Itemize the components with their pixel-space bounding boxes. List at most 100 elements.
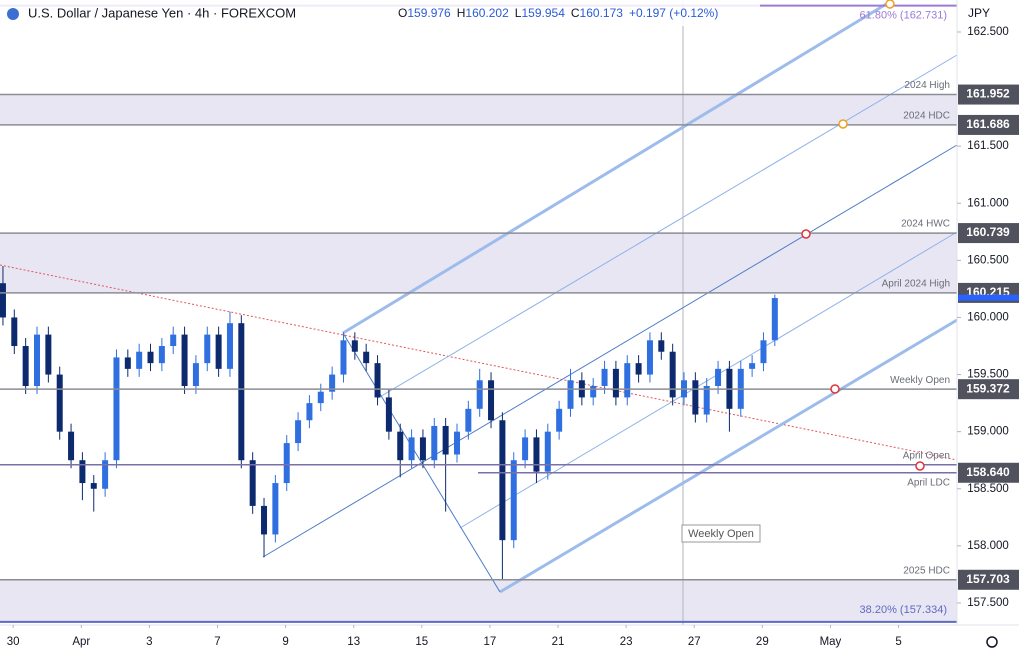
ohlc-change: +0.197 (+0.12%) — [629, 6, 718, 20]
markers — [801, 0, 925, 471]
ohlc-value: 160.173 — [580, 6, 624, 20]
candle-body — [408, 437, 415, 461]
candle-body — [295, 420, 302, 444]
candle-body — [510, 460, 517, 541]
candle-body — [79, 460, 86, 484]
candle-body — [476, 380, 483, 409]
candle-body — [45, 334, 52, 375]
marker — [885, 0, 895, 9]
marker — [801, 229, 811, 239]
candle-body — [0, 283, 6, 318]
ohlc-key: C — [571, 6, 580, 20]
candle-body — [215, 334, 222, 369]
candle-body — [760, 340, 767, 364]
ohlc-key: H — [457, 6, 466, 20]
currency: JPY — [968, 6, 990, 20]
x-tick-label: 17 — [484, 636, 497, 648]
y-tick-label: 159.500 — [967, 369, 1009, 381]
ohlc-value: 160.202 — [465, 6, 509, 20]
price-tag-label: 161.686 — [966, 117, 1010, 131]
candle-body — [329, 374, 336, 392]
y-tick-label: 161.000 — [967, 197, 1009, 209]
y-tick-label: 158.000 — [967, 540, 1009, 552]
candle-body — [22, 346, 29, 386]
x-tick-label: May — [820, 636, 842, 648]
x-tick-label: 30 — [7, 636, 20, 648]
candle-body — [749, 363, 756, 369]
header-bg — [0, 0, 760, 26]
candle-body — [453, 431, 460, 455]
price-tag — [958, 114, 1019, 135]
candle-body — [624, 363, 631, 398]
last-price-tag — [958, 294, 1019, 301]
price-tag — [958, 223, 1019, 244]
channel-median — [262, 144, 958, 558]
candle-body — [351, 340, 358, 352]
candle-body — [646, 340, 653, 375]
y-tick-label: 159.000 — [967, 426, 1009, 438]
candle-body — [488, 380, 495, 421]
y-tick-label: 160.500 — [967, 254, 1009, 266]
candle-body — [181, 334, 188, 386]
ohlc-values: O159.976 H160.202 L159.954 C160.173 +0.197 (… — [398, 6, 718, 20]
candle-body — [703, 385, 710, 415]
candle-body — [204, 334, 211, 364]
candle-body — [136, 351, 143, 369]
candle-body — [102, 460, 109, 489]
candle-body — [68, 431, 75, 461]
level-name: 2025 HDC — [903, 565, 950, 576]
y-tick-label: 160.000 — [967, 311, 1009, 323]
x-tick-label: 5 — [895, 636, 901, 648]
y-tick-label: 157.500 — [967, 597, 1009, 609]
candle-body — [226, 323, 233, 369]
x-tick-label: 3 — [146, 636, 152, 648]
y-tick-label: 162.500 — [967, 26, 1009, 38]
price-tag-label: 159.372 — [966, 381, 1010, 395]
level-name: 2024 HDC — [903, 111, 950, 122]
price-tag-label: 161.952 — [966, 87, 1010, 101]
x-tick-label: 9 — [282, 636, 288, 648]
candle-body — [431, 425, 438, 461]
candle-body — [340, 340, 347, 375]
marker — [838, 119, 848, 129]
price-tag-label: 157.703 — [966, 572, 1010, 586]
candle-body — [590, 385, 597, 398]
candle-body — [272, 483, 279, 535]
candle-body — [612, 368, 619, 398]
level-name: 2024 HWC — [901, 219, 950, 230]
candle-body — [147, 351, 154, 364]
drawings — [0, 0, 958, 625]
flag-icon — [7, 8, 19, 20]
price-tag — [958, 379, 1019, 400]
ohlc-key: O — [398, 6, 407, 20]
candle-body — [544, 431, 551, 472]
candle-body — [385, 397, 392, 432]
candle-body — [715, 368, 722, 386]
marker — [830, 384, 840, 394]
candle-body — [170, 334, 177, 347]
candle-body — [556, 408, 563, 432]
x-tick-label: 29 — [756, 636, 769, 648]
candle-body — [249, 460, 256, 506]
trendline — [0, 264, 958, 461]
price-tag — [958, 84, 1019, 105]
channel-lower — [499, 318, 958, 594]
candle-body — [363, 351, 370, 364]
x-tick-label: 15 — [415, 636, 428, 648]
annotation-box — [681, 524, 761, 543]
price-tag-label: 158.640 — [966, 465, 1010, 479]
x-tick-label: 27 — [688, 636, 701, 648]
settings-icon[interactable] — [986, 636, 998, 648]
candle-body — [56, 374, 63, 432]
candle-body — [522, 437, 529, 461]
zone — [0, 233, 957, 293]
price-axis — [957, 0, 1019, 651]
x-tick-label: 23 — [620, 636, 633, 648]
ohlc-key: L — [515, 6, 522, 20]
fib-label: 61.80% (162.731) — [860, 10, 947, 22]
candle-body — [374, 363, 381, 398]
x-tick-label: Apr — [72, 636, 90, 648]
candle-body — [635, 363, 642, 375]
candle-body — [238, 323, 245, 461]
channel-upper — [342, 1, 889, 335]
